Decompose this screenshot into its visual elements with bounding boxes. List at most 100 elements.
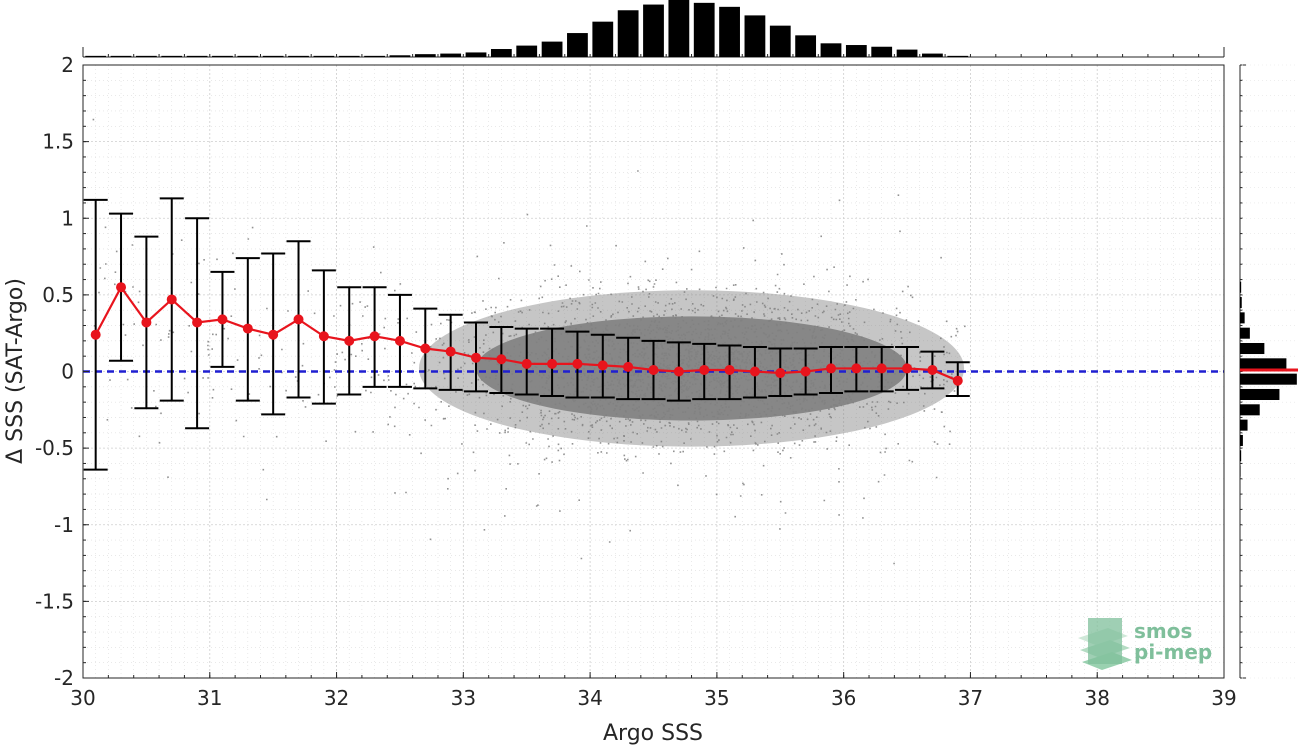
y-tick-label: -0.5 xyxy=(35,436,74,460)
mean-point xyxy=(648,364,659,375)
top-histogram-bar xyxy=(820,43,842,57)
mean-point xyxy=(166,294,177,305)
mean-point xyxy=(496,354,507,365)
top-histogram-bar xyxy=(744,15,766,58)
mean-point xyxy=(471,352,482,363)
top-histogram-bar xyxy=(769,25,791,57)
top-histogram-bar xyxy=(389,55,411,57)
binned-mean-points xyxy=(90,282,963,386)
mean-point xyxy=(420,343,431,354)
top-histogram-bar xyxy=(693,2,715,58)
top-histogram-bar xyxy=(490,49,512,57)
right-histogram-bar xyxy=(1240,327,1250,339)
mean-point xyxy=(623,361,634,372)
mean-point xyxy=(775,368,786,379)
mean-point xyxy=(572,358,583,369)
right-histogram-bar xyxy=(1240,388,1280,401)
y-tick-label: 2 xyxy=(61,53,74,77)
top-histogram-bar xyxy=(313,55,335,57)
top-histogram-bar xyxy=(896,49,918,57)
x-tick-label: 31 xyxy=(197,686,222,710)
right-histogram-bar xyxy=(1240,465,1241,477)
right-histogram-bar xyxy=(1240,358,1287,370)
top-histogram-bar xyxy=(719,6,740,57)
top-histogram-bar xyxy=(135,55,157,57)
x-tick-label: 34 xyxy=(577,686,602,710)
right-histogram-bar xyxy=(1240,404,1260,416)
logo-text-smos: smos xyxy=(1134,619,1192,643)
top-histogram-bar xyxy=(947,55,969,57)
mean-point xyxy=(521,358,532,369)
right-histogram xyxy=(1240,281,1297,477)
top-histogram-bar xyxy=(440,53,462,57)
mean-point xyxy=(141,317,152,328)
top-histogram-bar xyxy=(795,35,817,57)
y-tick-label: -1 xyxy=(54,513,74,537)
y-tick-label: -2 xyxy=(54,666,74,690)
mean-point xyxy=(217,314,228,325)
top-histogram-bar xyxy=(871,46,893,57)
smos-pi-mep-logo: smos pi-mep xyxy=(1078,618,1212,670)
mean-point xyxy=(394,335,405,346)
y-tick-label: -1.5 xyxy=(35,589,74,613)
mean-point xyxy=(800,366,811,377)
mean-point xyxy=(369,331,380,342)
mean-point xyxy=(242,323,253,334)
top-histogram-bar xyxy=(237,55,259,57)
top-histogram-bar xyxy=(161,55,183,57)
y-tick-label: 1.5 xyxy=(42,130,74,154)
x-axis-ticks: 30 31 32 33 34 35 36 37 38 39 xyxy=(70,672,1237,710)
top-histogram-bar xyxy=(516,45,538,57)
x-tick-label: 37 xyxy=(958,686,983,710)
top-histogram-bar xyxy=(643,4,664,57)
mean-point xyxy=(90,329,101,340)
mean-point xyxy=(116,282,127,293)
mean-point xyxy=(547,358,558,369)
mean-point xyxy=(825,363,836,374)
top-histogram-bar xyxy=(541,41,563,57)
y-tick-label: 1 xyxy=(61,206,74,230)
top-histogram-bar xyxy=(212,55,233,57)
right-histogram-bar xyxy=(1240,342,1265,355)
right-histogram-axis xyxy=(1239,64,1298,679)
mean-point xyxy=(927,364,938,375)
x-tick-label: 39 xyxy=(1211,686,1236,710)
top-histogram-bar xyxy=(592,21,614,57)
y-tick-label: 0.5 xyxy=(42,283,74,307)
mean-point xyxy=(876,363,887,374)
top-histogram-bar xyxy=(186,55,208,57)
top-histogram-bar xyxy=(922,53,943,57)
x-axis-label: Argo SSS xyxy=(603,721,703,746)
right-histogram-bar xyxy=(1240,434,1243,446)
right-histogram-bar xyxy=(1240,373,1297,385)
mean-point xyxy=(268,329,279,340)
x-tick-label: 38 xyxy=(1084,686,1109,710)
top-histogram-bar xyxy=(85,55,107,57)
right-histogram-bar xyxy=(1240,297,1242,309)
top-histogram-bar xyxy=(617,10,639,57)
logo-layers-icon xyxy=(1078,618,1132,670)
x-tick-label: 36 xyxy=(831,686,856,710)
top-histogram-bar xyxy=(465,52,487,57)
mean-point xyxy=(597,360,608,371)
x-tick-label: 33 xyxy=(451,686,476,710)
mean-point xyxy=(851,363,862,374)
right-histogram-bar xyxy=(1240,281,1242,293)
right-histogram-bar xyxy=(1240,419,1248,431)
y-tick-label: 0 xyxy=(61,360,74,384)
mean-point xyxy=(445,346,456,357)
y-axis-ticks: 2 1.5 1 0.5 0 -0.5 -1 -1.5 -2 xyxy=(35,53,89,690)
right-histogram-bar xyxy=(1240,450,1242,462)
y-axis-label: Δ SSS (SAT-Argo) xyxy=(3,278,28,464)
top-histogram-bar xyxy=(845,45,867,57)
mean-point xyxy=(673,366,684,377)
x-tick-label: 32 xyxy=(324,686,349,710)
x-tick-label: 30 xyxy=(70,686,95,710)
top-histogram-bar xyxy=(364,55,385,57)
mean-point xyxy=(318,331,329,342)
top-histogram-bar xyxy=(110,55,132,57)
mean-point xyxy=(344,335,355,346)
top-histogram-bar xyxy=(262,55,284,57)
right-histogram-bar xyxy=(1240,312,1245,324)
